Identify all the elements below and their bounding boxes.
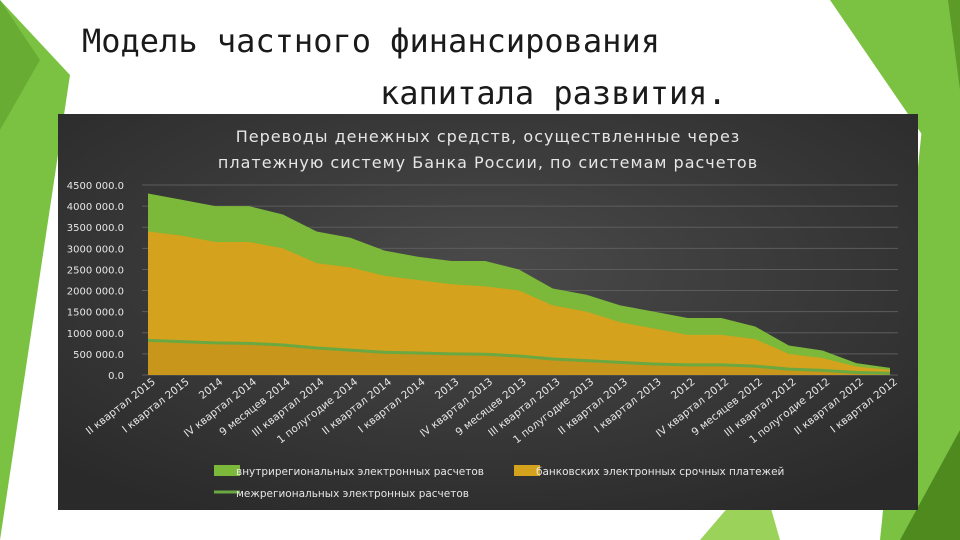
y-tick-label: 4000 000.0 (67, 202, 124, 213)
legend-label: банковских электронных срочных платежей (536, 466, 784, 478)
y-tick-label: 2500 000.0 (67, 265, 124, 276)
y-tick-label: 0.0 (108, 371, 124, 382)
y-tick-label: 1500 000.0 (67, 308, 124, 319)
legend-swatch (514, 465, 540, 476)
series-area-urgent-payments (148, 231, 890, 375)
y-axis: 4500 000.0 4000 000.0 3500 000.0 3000 000.0… (67, 181, 124, 382)
slide-title-line2: капитала развития. (380, 74, 727, 112)
series-areas (147, 193, 891, 375)
legend-label: межрегиональных электронных расчетов (236, 488, 469, 500)
y-tick-label: 500 000.0 (73, 350, 124, 361)
left-triangle-shadow (0, 0, 40, 130)
legend-label: внутрирегиональных электронных расчетов (236, 466, 484, 478)
area-chart: Переводы денежных средств, осуществленны… (58, 114, 918, 510)
y-tick-label: 1000 000.0 (67, 329, 124, 340)
y-tick-label: 3500 000.0 (67, 223, 124, 234)
left-triangle-decoration (0, 0, 70, 540)
slide-title-line1: Модель частного финансирования (82, 22, 660, 60)
bottom-right-accent (900, 430, 960, 540)
chart-title-line2: платежную систему Банка России, по систе… (218, 153, 758, 172)
y-tick-label: 4500 000.0 (67, 181, 124, 192)
y-tick-label: 2000 000.0 (67, 287, 124, 298)
legend-swatch (214, 465, 240, 476)
y-tick-label: 3000 000.0 (67, 244, 124, 255)
chart-panel: Переводы денежных средств, осуществленны… (58, 114, 918, 510)
legend: внутрирегиональных электронных расчетов б… (214, 465, 784, 500)
chart-title-line1: Переводы денежных средств, осуществленны… (236, 127, 741, 146)
right-band-shadow (935, 0, 960, 90)
